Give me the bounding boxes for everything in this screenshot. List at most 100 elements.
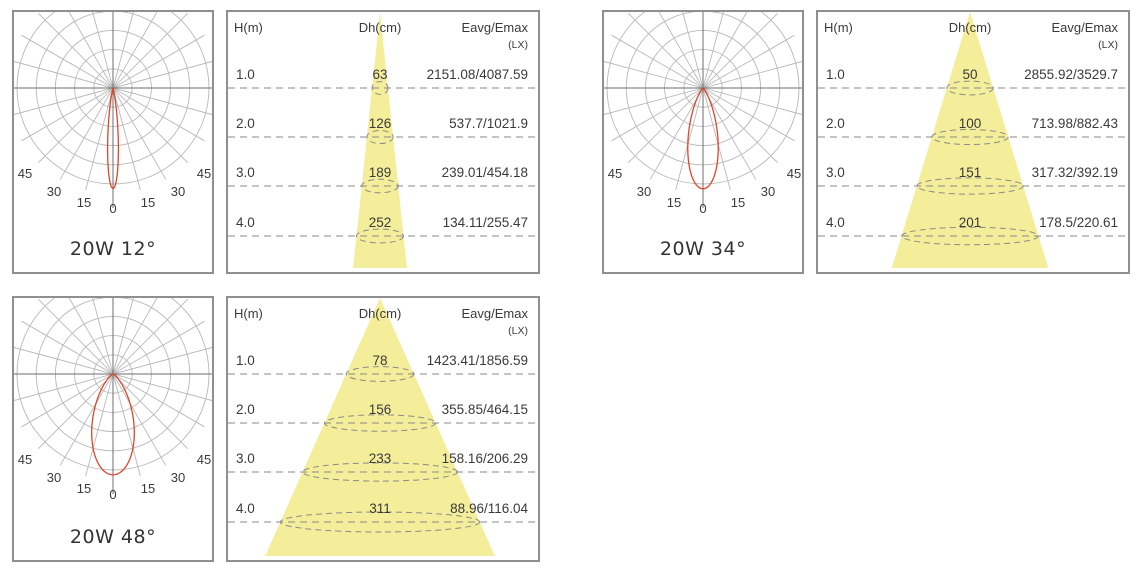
height-header: H(m) [824,20,853,35]
spot-ellipse [371,81,389,95]
spot-ellipse [361,178,399,194]
diameter-value: 156 [369,402,392,417]
beam-cone [265,298,495,556]
height-value: 3.0 [826,165,845,180]
angle-label: 45 [18,166,32,181]
illuminance-value: 317.32/392.19 [1032,165,1118,180]
height-value: 2.0 [236,402,255,417]
illuminance-value: 2855.92/3529.7 [1024,67,1118,82]
beam-diagram-12: H(m) Dh(cm) Eavg/Emax (LX) 1.0 63 2151.08/4087… [228,12,538,268]
beam-cone [353,12,407,268]
diameter-value: 100 [959,116,982,131]
illuminance-unit: (LX) [508,325,528,337]
angle-label: 30 [171,184,185,199]
lamp-title-34: 20W 34° [659,238,747,260]
spot-ellipse [279,511,481,533]
height-header: H(m) [234,20,263,35]
diameter-value: 78 [372,353,387,368]
diameter-value: 63 [372,67,387,82]
angle-label: 0 [109,201,116,216]
diameter-header: Dh(cm) [359,306,402,321]
height-value: 4.0 [236,501,255,516]
spot-ellipse [366,129,394,145]
illuminance-value: 88.96/116.04 [450,501,528,516]
beam-cone [891,12,1049,268]
illuminance-value: 355.85/464.15 [442,402,528,417]
diameter-value: 201 [959,215,982,230]
illuminance-unit: (LX) [1098,39,1118,51]
candela-curve [687,87,719,190]
polar-panel-12: 45 30 15 0 15 30 45 20W 12° [12,10,214,274]
beam-diagram-34: H(m) Dh(cm) Eavg/Emax (LX) 1.0 50 2855.92/3529… [818,12,1128,268]
diameter-header: Dh(cm) [949,20,992,35]
polar-grid [604,12,802,208]
diameter-value: 151 [959,165,982,180]
angle-label: 0 [699,201,706,216]
diameter-value: 189 [369,165,392,180]
spot-ellipse [916,177,1024,195]
angle-label: 30 [47,184,61,199]
height-header: H(m) [234,306,263,321]
angle-label: 45 [787,166,801,181]
diameter-value: 233 [369,451,392,466]
beam-panel-12: H(m) Dh(cm) Eavg/Emax (LX) 1.0 63 2151.08/4087… [226,10,540,274]
illuminance-header: Eavg/Emax [462,20,529,35]
angle-label: 45 [197,166,211,181]
angle-label: 15 [141,195,155,210]
spot-ellipse [901,226,1039,246]
polar-diagram-34: 45 30 15 0 15 30 45 [604,12,802,216]
height-value: 3.0 [236,165,255,180]
diameter-value: 252 [369,215,392,230]
candela-curve [106,87,120,190]
angle-label: 45 [197,452,211,467]
illuminance-header: Eavg/Emax [1052,20,1119,35]
beam-panel-48: H(m) Dh(cm) Eavg/Emax (LX) 1.0 78 1423.41/1856… [226,296,540,562]
angle-label: 15 [77,195,91,210]
height-value: 1.0 [826,67,845,82]
angle-label: 30 [761,184,775,199]
diameter-value: 311 [369,501,391,516]
polar-panel-34: 45 30 15 0 15 30 45 20W 34° [602,10,804,274]
polar-diagram-48: 45 30 15 0 15 30 45 [14,298,212,502]
polar-grid [14,298,212,494]
spot-ellipse [355,228,405,244]
height-value: 2.0 [826,116,845,131]
beam-panel-34: H(m) Dh(cm) Eavg/Emax (LX) 1.0 50 2855.92/3529… [816,10,1130,274]
illuminance-value: 537.7/1021.9 [449,116,528,131]
illuminance-value: 1423.41/1856.59 [427,353,528,368]
lamp-title-12: 20W 12° [69,238,157,260]
diameter-value: 126 [369,116,392,131]
angle-label: 45 [18,452,32,467]
diameter-value: 50 [962,67,977,82]
illuminance-value: 713.98/882.43 [1032,116,1118,131]
polar-diagram-12: 45 30 15 0 15 30 45 [14,12,212,216]
angle-label: 30 [637,184,651,199]
spot-ellipse [345,366,415,382]
diameter-header: Dh(cm) [359,20,402,35]
beam-diagram-48: H(m) Dh(cm) Eavg/Emax (LX) 1.0 78 1423.41/1856… [228,298,538,556]
spot-ellipse [946,80,994,96]
illuminance-value: 239.01/454.18 [442,165,528,180]
angle-label: 30 [47,470,61,485]
angle-label: 15 [667,195,681,210]
illuminance-value: 2151.08/4087.59 [427,67,528,82]
spot-ellipse [931,128,1009,146]
angle-label: 30 [171,470,185,485]
angle-label: 45 [608,166,622,181]
polar-panel-48: 45 30 15 0 15 30 45 20W 48° [12,296,214,562]
height-value: 2.0 [236,116,255,131]
angle-label: 15 [77,481,91,496]
angle-label: 0 [109,487,116,502]
angle-label: 15 [731,195,745,210]
height-value: 4.0 [826,215,845,230]
spot-ellipse [302,462,458,482]
height-value: 1.0 [236,67,255,82]
illuminance-header: Eavg/Emax [462,306,529,321]
height-value: 1.0 [236,353,255,368]
illuminance-value: 134.11/255.47 [443,215,528,230]
lamp-title-48: 20W 48° [69,526,157,548]
height-value: 4.0 [236,215,255,230]
illuminance-value: 178.5/220.61 [1039,215,1118,230]
illuminance-value: 158.16/206.29 [442,451,528,466]
angle-label: 15 [141,481,155,496]
